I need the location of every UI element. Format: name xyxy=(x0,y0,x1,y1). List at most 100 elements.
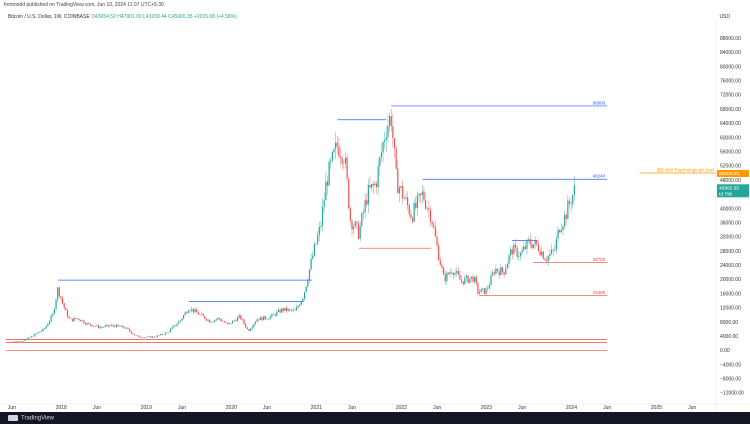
candle-body xyxy=(403,198,405,200)
candle-body xyxy=(452,273,454,275)
candle-body xyxy=(485,288,487,294)
candle-body xyxy=(155,337,157,338)
candle-body xyxy=(29,337,31,338)
candle-body xyxy=(268,319,270,320)
candle-body xyxy=(135,335,137,336)
candle-body xyxy=(120,325,123,327)
candle-body xyxy=(84,323,87,325)
candle-body xyxy=(269,316,271,320)
candle-body xyxy=(459,274,461,280)
candle-body xyxy=(519,253,522,257)
candle-body xyxy=(336,142,338,147)
candle-body xyxy=(348,178,350,209)
candle-body xyxy=(402,186,404,199)
candle-body xyxy=(346,157,348,179)
y-tick-label: 32000.00 xyxy=(720,235,741,241)
candle-body xyxy=(48,321,51,324)
candle-body xyxy=(395,148,397,169)
candle-body xyxy=(52,313,54,316)
candle-body xyxy=(107,324,109,327)
candle-body xyxy=(354,221,356,227)
candle-body xyxy=(232,320,234,324)
candle-body xyxy=(35,333,38,334)
candle-body xyxy=(274,314,276,316)
candle-body xyxy=(209,319,211,323)
candle-body xyxy=(55,299,57,309)
candle-body xyxy=(514,244,517,248)
candle-body xyxy=(398,187,401,194)
candle-body xyxy=(356,221,358,224)
candle-body xyxy=(328,161,330,186)
candle-body xyxy=(228,322,230,324)
y-tick-label: 24000.00 xyxy=(720,263,741,269)
annotation-label: 48240 xyxy=(593,174,606,179)
candle-body xyxy=(349,208,351,221)
candle-body xyxy=(429,209,432,222)
candle-body xyxy=(572,194,574,205)
candle-body xyxy=(313,244,315,256)
candle-body xyxy=(106,324,108,326)
candle-body xyxy=(214,320,216,322)
candle-body xyxy=(91,325,93,327)
candle-body xyxy=(565,214,567,219)
candle-body xyxy=(73,318,75,322)
candle-body xyxy=(294,309,296,311)
candle-body xyxy=(326,181,329,186)
candle-body xyxy=(63,303,65,309)
candle-body xyxy=(474,276,476,282)
candle-body xyxy=(254,321,257,324)
candle-body xyxy=(248,328,250,331)
candle-body xyxy=(258,319,260,321)
candle-body xyxy=(145,337,147,338)
candle-body xyxy=(37,332,39,334)
candle-body xyxy=(217,317,219,320)
candle-body xyxy=(240,315,242,320)
candle-body xyxy=(545,260,548,262)
candle-body xyxy=(387,125,389,138)
chart-canvas[interactable]: 88000.00 84000.00 80000.00 76000.00 72000.00… xyxy=(0,0,750,412)
candle-body xyxy=(117,324,119,326)
publisher-line: fremoodd published on TradingView.com, J… xyxy=(4,2,164,8)
candle-body xyxy=(227,322,229,324)
candle-body xyxy=(233,320,235,321)
candle-body xyxy=(321,206,324,226)
candle-body xyxy=(470,276,472,279)
candle-body xyxy=(53,308,56,314)
candle-body xyxy=(119,325,121,327)
candle-body xyxy=(480,288,482,293)
candle-body xyxy=(501,267,504,273)
candle-body xyxy=(168,332,170,333)
candle-body xyxy=(528,239,530,240)
x-tick-label: 2025 xyxy=(651,405,662,411)
candle-body xyxy=(148,336,150,337)
candle-body xyxy=(279,309,281,313)
candle-body xyxy=(266,319,268,320)
candle-body xyxy=(104,325,106,327)
candle-body xyxy=(469,278,471,283)
candle-body xyxy=(339,156,342,159)
candle-body xyxy=(475,276,477,284)
candle-body xyxy=(19,340,21,342)
price-axis-badge-text: Id 79h xyxy=(719,191,733,197)
candle-body xyxy=(330,160,332,162)
candle-body xyxy=(562,226,564,230)
candle-body xyxy=(428,208,430,210)
candle-body xyxy=(483,288,486,294)
candle-body xyxy=(369,184,371,188)
candle-body xyxy=(312,255,314,259)
candle-body xyxy=(478,292,481,294)
candle-body xyxy=(318,226,320,236)
candle-body xyxy=(112,324,114,326)
candle-body xyxy=(400,186,402,188)
candle-body xyxy=(71,318,73,322)
candle-body xyxy=(439,260,441,266)
annotation-label: 15480 xyxy=(593,290,606,295)
price-axis-badge-text: 45965.35 xyxy=(719,185,739,191)
candle-body xyxy=(147,336,149,338)
candle-body xyxy=(408,205,410,215)
candle-body xyxy=(367,184,369,205)
candle-body xyxy=(303,292,306,299)
candle-body xyxy=(467,275,469,283)
candle-body xyxy=(299,304,301,306)
candle-body xyxy=(220,319,222,322)
